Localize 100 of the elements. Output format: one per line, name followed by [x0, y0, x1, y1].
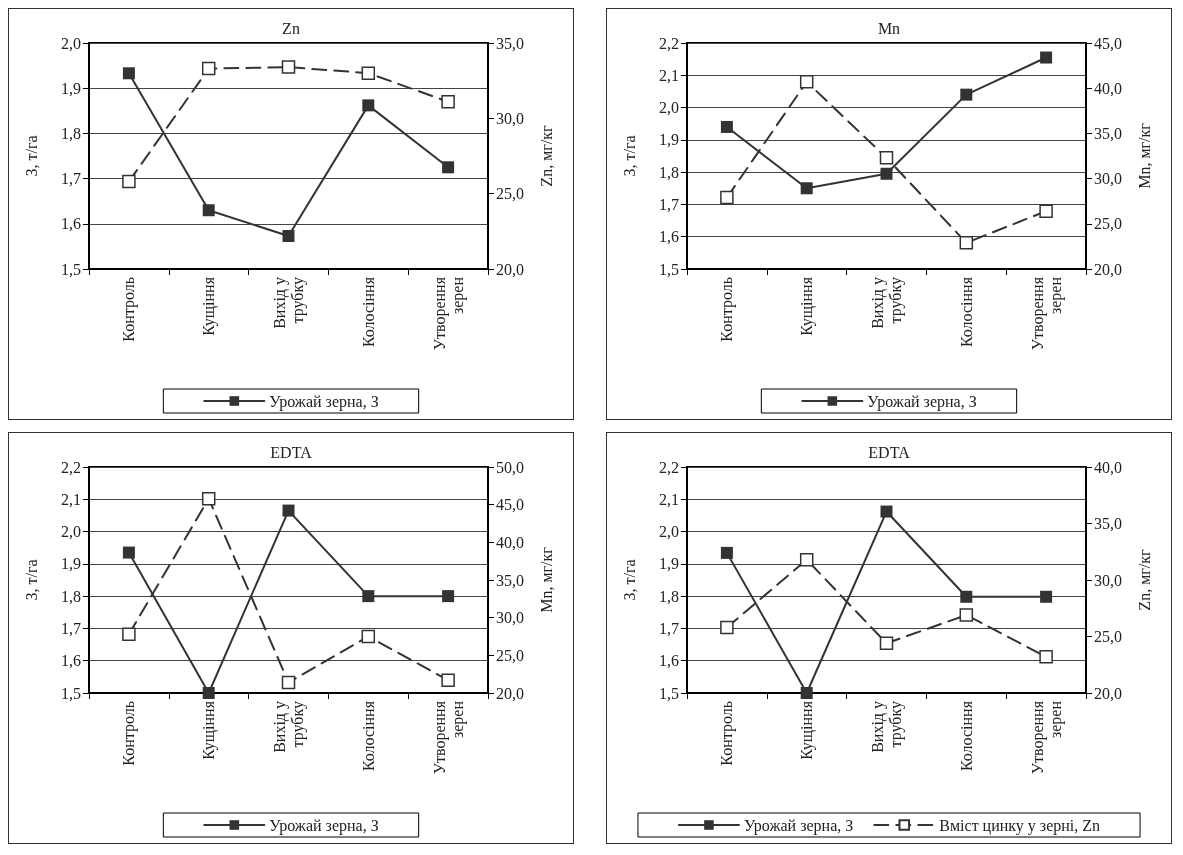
point	[122, 174, 136, 189]
x-tick-label: Утворення зерен	[430, 276, 467, 351]
legend-label: Вміст цинку у зерні, Zn	[939, 816, 1101, 835]
x-tick-label: Колосіння	[957, 276, 975, 348]
y2-tick-label: 40,0	[496, 533, 524, 551]
y-tick-label: 1,9	[61, 79, 81, 97]
y2-tick-label: 20,0	[496, 260, 524, 278]
point	[442, 590, 455, 603]
x-tick-label: Колосіння	[359, 700, 377, 772]
y-axis-title: З, т/га	[620, 559, 638, 601]
y-tick-label: 1,8	[61, 587, 81, 605]
legend-label: Урожай зерна, З	[743, 816, 854, 835]
y2-tick-label: 30,0	[496, 609, 524, 627]
point	[800, 182, 813, 195]
y2-tick-label: 35,0	[1094, 515, 1122, 532]
point	[362, 590, 375, 603]
y-tick-label: 1,9	[659, 555, 679, 573]
y2-tick-label: 45,0	[1094, 34, 1122, 52]
legend-label: Урожай зерна, З	[867, 392, 977, 411]
point	[442, 161, 455, 174]
chart-title: Mn	[877, 19, 901, 37]
x-tick-label: Кущіння	[200, 276, 219, 336]
point	[799, 75, 814, 89]
point	[441, 673, 455, 687]
x-tick-label: Вихід у трубку	[869, 277, 905, 329]
point	[800, 687, 813, 699]
y-tick-label: 1,6	[61, 652, 81, 670]
y-tick-label: 1,5	[659, 260, 679, 278]
point	[960, 88, 973, 101]
point	[720, 190, 734, 205]
chart-title: EDTA	[868, 443, 911, 461]
point	[959, 236, 974, 250]
y-axis-title: З, т/га	[22, 559, 40, 601]
point	[122, 546, 135, 559]
y2-axis-title: Mn, мг/кг	[537, 546, 555, 613]
y2-axis-title: Zn, мг/кг	[1135, 548, 1153, 611]
x-tick-label: Вихід у трубку	[271, 701, 307, 753]
y-tick-label: 2,0	[659, 523, 679, 541]
x-tick-label: Кущіння	[798, 700, 817, 760]
legend-label: Урожай зерна, З	[269, 392, 379, 411]
y-tick-label: 2,0	[61, 523, 81, 541]
y-tick-label: 1,9	[659, 131, 679, 149]
y2-axis-title: Zn, мг/кг	[537, 124, 555, 187]
point	[361, 629, 376, 644]
x-tick-label: Утворення зерен	[1028, 276, 1065, 351]
y-tick-label: 1,5	[61, 260, 81, 278]
y-tick-label: 2,1	[61, 490, 81, 508]
point	[1039, 650, 1053, 664]
point	[281, 60, 296, 74]
y-tick-label: 2,1	[659, 66, 679, 84]
point	[959, 608, 974, 622]
chart-title: EDTA	[270, 443, 313, 461]
x-tick-label: Контроль	[120, 277, 139, 342]
x-tick-label: Утворення зерен	[1028, 700, 1065, 775]
y-tick-label: 2,1	[659, 490, 679, 508]
y-tick-label: 1,7	[659, 619, 679, 637]
y2-tick-label: 50,0	[496, 458, 524, 476]
y-axis-title: З, т/га	[620, 135, 638, 177]
y2-axis-title: Mn, мг/кг	[1135, 122, 1153, 189]
y2-tick-label: 25,0	[1094, 628, 1122, 645]
y2-tick-label: 35,0	[496, 571, 524, 589]
y-tick-label: 1,8	[659, 163, 679, 181]
y-axis-title: З, т/га	[22, 135, 40, 177]
point	[879, 151, 894, 165]
point	[720, 620, 734, 635]
y-tick-label: 1,5	[659, 684, 679, 702]
x-tick-label: Колосіння	[359, 276, 377, 348]
y2-tick-label: 20,0	[1094, 260, 1122, 278]
point	[880, 167, 893, 180]
y-tick-label: 1,5	[61, 684, 81, 702]
y-tick-label: 1,6	[61, 215, 81, 233]
x-tick-label: Кущіння	[200, 700, 219, 760]
y-tick-label: 1,8	[659, 587, 679, 605]
y2-tick-label: 20,0	[1094, 684, 1122, 702]
y-tick-label: 2,0	[659, 99, 679, 117]
point	[1039, 204, 1053, 218]
x-tick-label: Контроль	[718, 701, 737, 766]
point	[1040, 51, 1053, 64]
y-tick-label: 2,2	[659, 458, 679, 476]
point	[362, 99, 375, 112]
y-tick-label: 1,8	[61, 124, 81, 142]
point	[1040, 590, 1053, 603]
y2-tick-label: 35,0	[496, 34, 524, 52]
y-tick-label: 2,2	[61, 458, 81, 476]
point	[720, 546, 733, 559]
x-tick-label: Колосіння	[957, 700, 975, 772]
y-tick-label: 1,7	[659, 195, 679, 213]
x-tick-label: Контроль	[120, 701, 139, 766]
y-tick-label: 1,9	[61, 555, 81, 573]
x-tick-label: Утворення зерен	[430, 700, 467, 775]
y-tick-label: 1,6	[659, 228, 679, 246]
y2-tick-label: 25,0	[496, 646, 524, 664]
x-tick-label: Контроль	[718, 277, 737, 342]
point	[202, 687, 215, 699]
y2-tick-label: 20,0	[496, 684, 524, 702]
point	[122, 627, 136, 641]
point	[720, 120, 733, 133]
x-tick-label: Вихід у трубку	[271, 277, 307, 329]
chart-title: Zn	[282, 19, 300, 37]
y-tick-label: 2,0	[61, 34, 81, 52]
